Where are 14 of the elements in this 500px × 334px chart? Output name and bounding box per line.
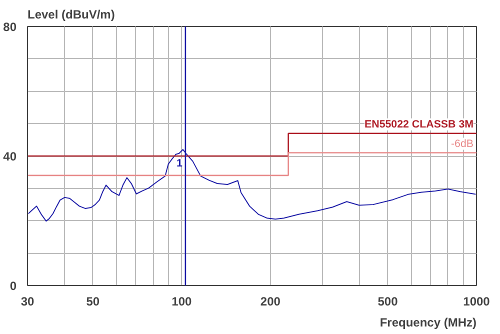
series-label: -6dB xyxy=(450,138,474,150)
series-label: EN55022 CLASSB 3M xyxy=(364,118,474,130)
y-tick-label: 40 xyxy=(3,150,17,164)
x-axis-title: Frequency (MHz) xyxy=(380,316,477,330)
x-tick-label: 30 xyxy=(20,294,34,308)
x-tick-label: 100 xyxy=(172,294,192,308)
y-axis-title: Level (dBuV/m) xyxy=(28,8,115,22)
x-tick-label: 500 xyxy=(378,294,398,308)
annotation: 1 xyxy=(176,157,183,170)
x-tick-label: 200 xyxy=(260,294,281,308)
x-tick-label: 1000 xyxy=(463,294,490,308)
y-tick-label: 0 xyxy=(10,279,17,293)
x-tick-label: 50 xyxy=(86,294,100,308)
y-tick-label: 80 xyxy=(3,20,17,34)
